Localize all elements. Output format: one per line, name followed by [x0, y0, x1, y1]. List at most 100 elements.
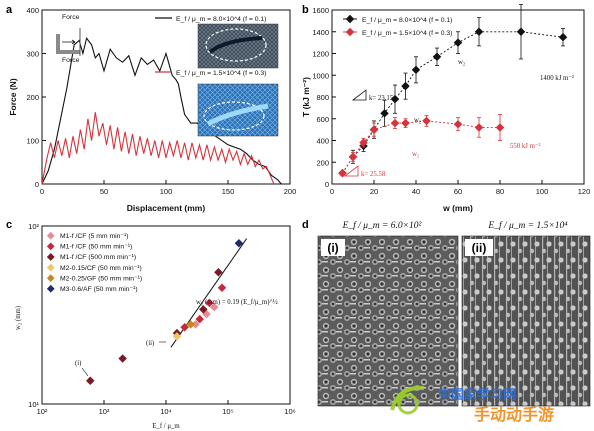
slope-triangle-red-icon [343, 165, 359, 177]
panel-b-xtick-label: 20 [370, 187, 378, 196]
legend-c-marker [46, 253, 55, 261]
panel-c-xtick-label: 10² [37, 407, 48, 416]
sem-label-i: (i) [327, 241, 338, 255]
panel-b-ytick-label: 400 [316, 137, 329, 146]
panel-c-point-4 [186, 320, 195, 329]
legend-a-black: E_f / μ_m = 8.0×10^4 (f = 0.1) [176, 16, 266, 23]
panel-b: b 0 20 40 60 80 100 12002004006008001000120014… [301, 4, 590, 213]
watermark-top-text: 中国家学习网 [438, 387, 516, 403]
panel-b-point [453, 38, 463, 47]
inset-force-top-label: Force [62, 14, 80, 21]
legend-c-label: M1-f /CF (50 mm min⁻¹) [60, 244, 132, 251]
panel-b-point [495, 123, 505, 132]
panel-c-fit [170, 238, 248, 348]
panel-b-ytick-label: 600 [316, 115, 329, 124]
panel-c-point-2 [86, 376, 95, 386]
panel-c-point-1 [180, 322, 189, 332]
legend-c-marker [46, 284, 55, 293]
legend-c-label: M1-f /CF (5 mm min⁻¹) [60, 233, 129, 240]
sem-image-right [461, 235, 591, 407]
panel-a-ytick-label: 0 [35, 180, 39, 189]
inset-force-bottom-label: Force [62, 57, 80, 64]
legend-c-marker [46, 231, 55, 240]
panel-b-point [411, 65, 421, 75]
panel-b-ytick-label: 1200 [312, 50, 329, 59]
annotation-plateau-red: 550 kJ m⁻² [510, 143, 541, 150]
panel-b-point [380, 109, 389, 118]
panel-c-point-1 [195, 314, 204, 324]
panel-b-point [474, 27, 484, 36]
panel-a-ytick-label: 100 [26, 137, 39, 146]
panel-b-ytick-label: 800 [316, 93, 329, 102]
panel-c-legend: M1-f /CF (5 mm min⁻¹) M1-f /CF (50 mm min… [46, 231, 142, 293]
panel-a-xlabel: Displacement (mm) [127, 203, 206, 213]
legend-c-label: M3-0.6/AF (50 mm min⁻¹) [60, 286, 138, 293]
panel-c-xtick-label: 10⁴ [160, 407, 172, 416]
panel-a-series-line-0 [41, 37, 282, 185]
panel-c-ytick-label: 10² [28, 222, 39, 231]
legend-b-red-marker [345, 27, 355, 37]
panel-c-point-1 [205, 298, 214, 308]
peel-schematic-icon: Force Force [56, 14, 81, 64]
panel-b-point [369, 125, 379, 134]
panel-b-point [390, 118, 400, 128]
sem-image-left [317, 235, 459, 407]
legend-c-marker [46, 263, 55, 272]
watermark-logo: 中国家学习网 手动动手游 [390, 385, 554, 424]
panel-a-xtick-label: 0 [40, 187, 44, 196]
panel-a: a 0 50 100 150 200 0 100 200 300 400 Force Force … [6, 4, 296, 213]
panel-a-series-line-1 [41, 112, 275, 185]
panel-b-point [348, 152, 358, 162]
panel-a-xtick-label: 200 [284, 187, 297, 196]
annotation-w2-c: w₂ [412, 151, 419, 158]
panel-c-point-2 [118, 354, 127, 363]
panel-b-trend-1 [342, 120, 500, 174]
legend-b-black-marker [345, 14, 355, 24]
panel-c-fit-line [170, 238, 248, 348]
legend-c-label: M2-0.25/GF (50 mm min⁻¹) [60, 275, 142, 282]
panel-c-point-3 [172, 332, 182, 341]
panel-b-point [359, 138, 368, 147]
panel-c-point-5 [234, 239, 244, 248]
legend-a-red: E_f / μ_m = 1.5×10^4 (f = 0.3) [176, 70, 266, 77]
panel-b-ylabel: T (kJ m⁻²) [301, 77, 311, 117]
panel-c-point-2 [199, 305, 208, 314]
header-right: E_f / μ_m = 1.5×10⁴ [487, 220, 568, 231]
panel-b-ytick-label: 1400 [312, 28, 329, 37]
panel-c-series [86, 239, 244, 386]
panel-c-ytick-label: 10¹ [28, 400, 39, 409]
annotation-plateau-black: 1400 kJ m⁻² [540, 75, 574, 82]
panel-b-legend: E_f / μ_m = 8.0×10^4 (f = 0.1) E_f / μ_m… [343, 14, 452, 37]
point-label-i: (i) [75, 360, 81, 367]
annotation-k-red: k= 25.58 [361, 171, 386, 178]
panel-b-ytick-label: 1000 [312, 71, 329, 80]
panel-c-frame [41, 225, 291, 405]
micrograph-red-sample [197, 83, 279, 137]
legend-c-label: M2-0.15/CF (50 mm min⁻¹) [60, 265, 142, 272]
legend-b-red: E_f / μ_m = 1.5×10^4 (f = 0.3) [362, 30, 452, 37]
panel-b-point [453, 119, 463, 129]
panel-b-letter: b [302, 4, 309, 16]
panel-b-xtick-label: 0 [330, 187, 334, 196]
panel-a-ytick-label: 400 [26, 6, 39, 15]
panel-c-xtick-label: 10⁶ [284, 407, 295, 416]
panel-b-xtick-label: 60 [454, 187, 462, 196]
legend-c-marker [46, 274, 55, 283]
annotation-w2-b: w₂ [458, 59, 465, 66]
panel-c-letter: c [6, 219, 12, 231]
panel-b-point [401, 81, 410, 91]
panel-b-point [390, 94, 400, 104]
watermark-bottom-text: 手动动手游 [474, 405, 554, 424]
legend-b-black: E_f / μ_m = 8.0×10^4 (f = 0.1) [362, 17, 452, 24]
panel-b-xtick-label: 40 [412, 187, 420, 196]
panel-c-point-0 [210, 302, 219, 312]
panel-b-xtick-label: 100 [536, 187, 549, 196]
panel-b-point [474, 123, 484, 132]
sem-label-ii: (ii) [472, 241, 487, 255]
point-label-ii: (ii) [146, 340, 154, 347]
panel-c-point-2 [214, 267, 223, 277]
legend-c-marker [46, 242, 55, 251]
